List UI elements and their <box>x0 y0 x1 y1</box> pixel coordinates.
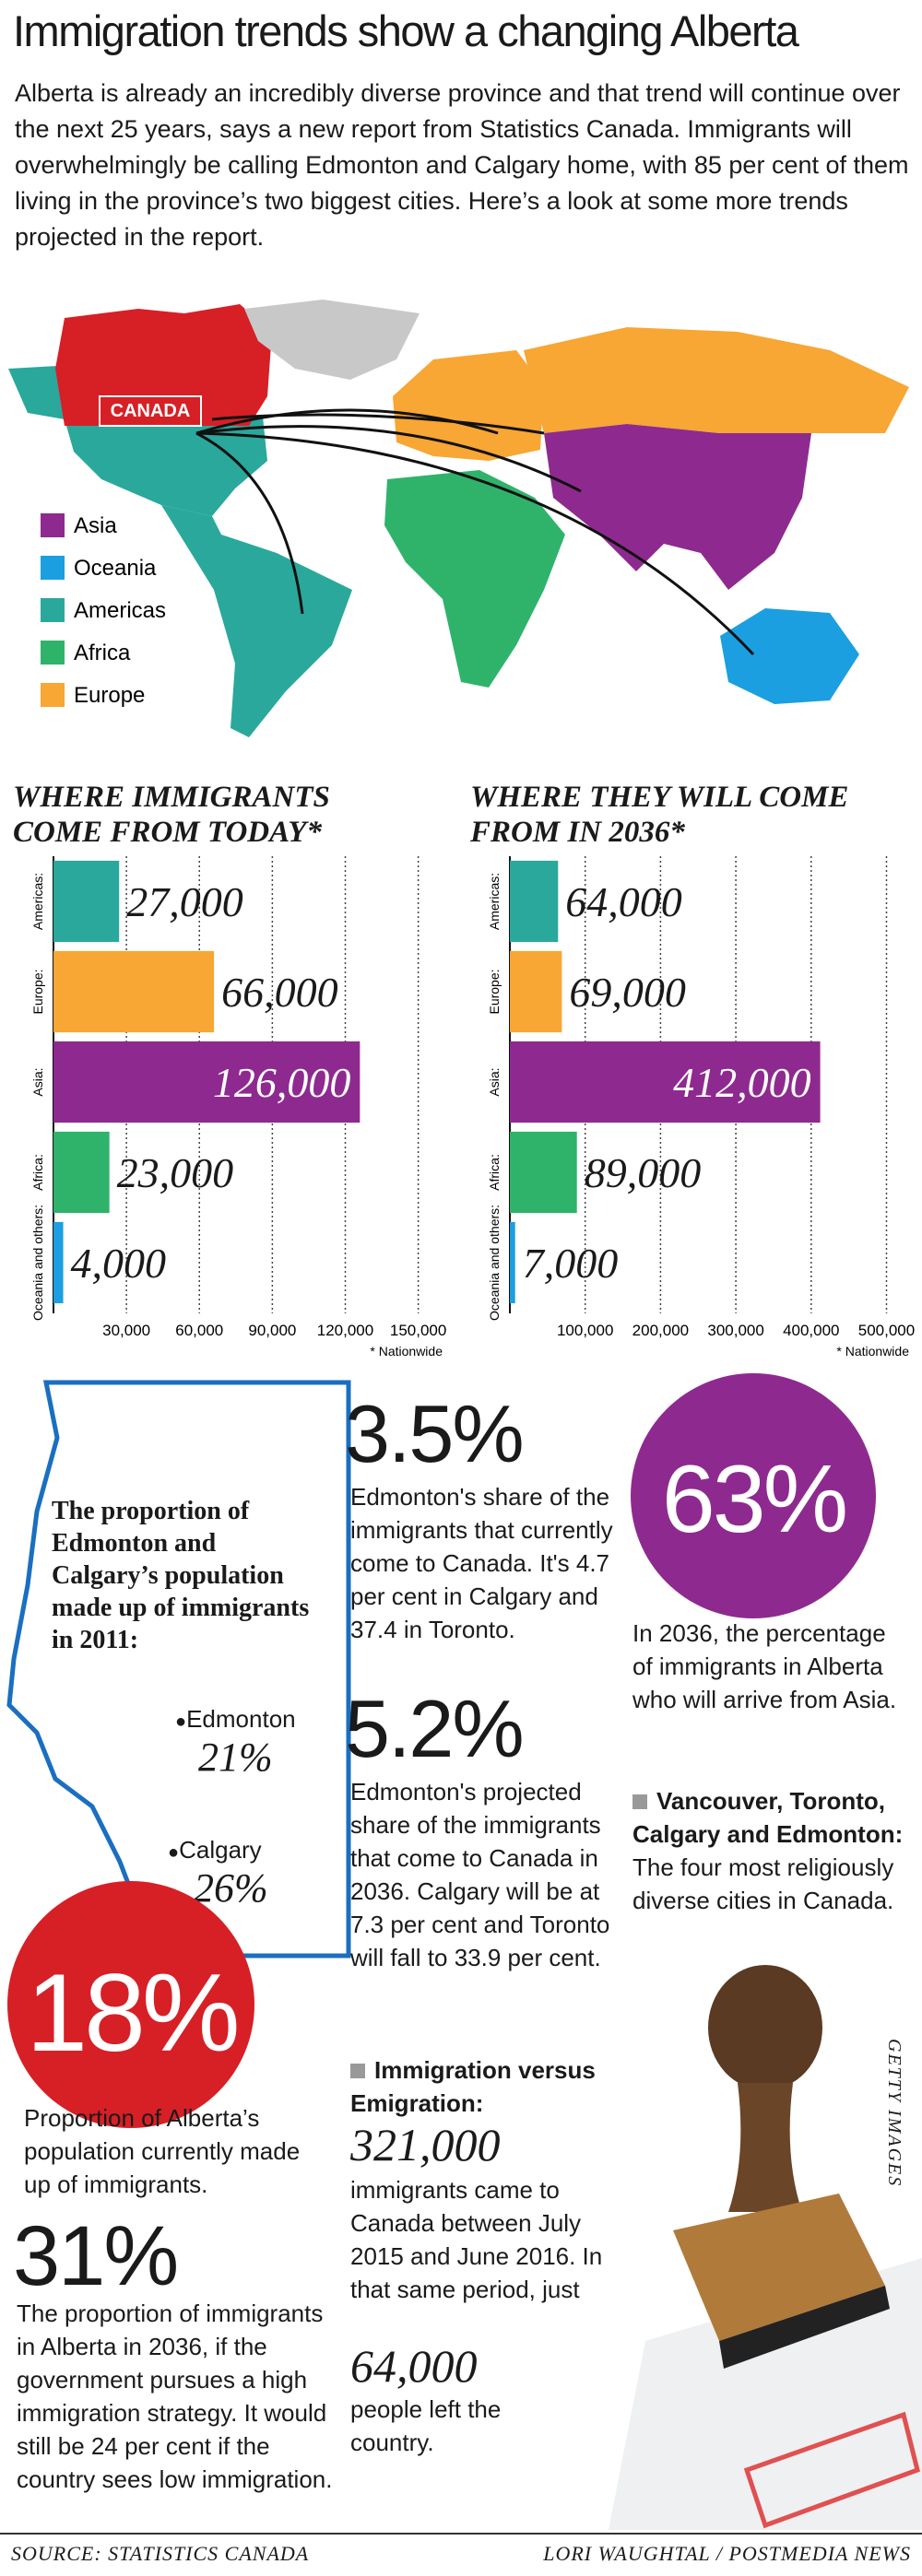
stat-text: In 2036, the percentage of immigrants in… <box>632 1619 897 1713</box>
legend-label: Americas <box>74 598 166 623</box>
bar <box>53 950 215 1033</box>
value-label: 412,000 <box>673 1059 811 1106</box>
legend-swatch <box>41 683 65 707</box>
bar <box>510 1221 515 1304</box>
footnote: * Nationwide <box>370 1344 443 1359</box>
stamp-photo <box>609 1965 922 2530</box>
value-label: 89,000 <box>585 1149 702 1196</box>
category-label: Asia: <box>487 1067 502 1096</box>
world-map: CANADA Asia Oceania Americas Africa Europe <box>8 300 909 737</box>
city-value: 21% <box>198 1735 273 1780</box>
chart-title: WHERE IMMIGRANTS COME FROM TODAY* <box>13 781 330 849</box>
stat-value: 18% <box>26 1951 240 2075</box>
stat-text: Edmonton's share of the immigrants that … <box>350 1483 613 1643</box>
source: SOURCE: STATISTICS CANADA <box>11 2542 310 2565</box>
x-tick-label: 100,000 <box>557 1322 613 1339</box>
stat-text: The proportion of immigrants in Alberta … <box>17 2300 333 2493</box>
legend-swatch <box>41 513 65 537</box>
category-label: Africa: <box>30 1154 45 1191</box>
city-label: Calgary <box>179 1836 262 1864</box>
stat-value: 321,000 <box>350 2119 501 2170</box>
city-label: Edmonton <box>186 1705 296 1733</box>
bar <box>53 1041 361 1123</box>
x-tick-label: 300,000 <box>707 1322 763 1339</box>
bar <box>53 860 120 943</box>
value-label: 23,000 <box>117 1149 234 1196</box>
footer-rule <box>0 2533 922 2535</box>
category-label: Africa: <box>487 1154 502 1191</box>
category-label: Europe: <box>487 969 502 1014</box>
fact-text: The four most religiously diverse cities… <box>632 1853 894 1914</box>
value-label: 64,000 <box>565 878 682 925</box>
x-tick-label: 120,000 <box>317 1322 373 1339</box>
legend-swatch <box>41 641 65 665</box>
fact: Vancouver, Toronto, Calgary and Edmonton… <box>632 1784 909 1917</box>
circle <box>631 1373 876 1618</box>
alberta-title: The proportion of Edmonton and Calgary’s… <box>52 1497 310 1654</box>
section-heading: Immigration versus Emigration: <box>350 2053 627 2120</box>
city-name: ●Edmonton <box>175 1705 296 1733</box>
x-tick-label: 30,000 <box>102 1322 150 1339</box>
heading-text: Immigration versus Emigration: <box>350 2056 596 2117</box>
stat-value: 63% <box>661 1446 848 1553</box>
stat-text: Edmonton's projected share of the immigr… <box>350 1778 610 1971</box>
footnote: * Nationwide <box>836 1344 909 1359</box>
x-tick-label: 90,000 <box>248 1322 296 1339</box>
city-value: 26% <box>194 1865 268 1911</box>
value-label: 126,000 <box>213 1059 351 1106</box>
chart-title: WHERE THEY WILL COME FROM IN 2036* <box>470 781 849 849</box>
x-tick-label: 500,000 <box>858 1322 915 1339</box>
category-label: Europe: <box>30 969 45 1014</box>
stat-value: 5.2% <box>345 1683 525 1774</box>
bar <box>510 860 559 943</box>
value-label: 69,000 <box>569 969 686 1016</box>
stat-value: 3.5% <box>345 1388 525 1479</box>
stat-value: 31% <box>13 2209 179 2303</box>
stat-value: 64,000 <box>350 2340 478 2392</box>
stat-text: immigrants came to Canada between July 2… <box>350 2176 603 2303</box>
byline: LORI WAUGHTAL / POSTMEDIA NEWS <box>543 2542 911 2565</box>
x-tick-label: 150,000 <box>390 1322 446 1339</box>
bar <box>510 1041 821 1123</box>
value-label: 66,000 <box>221 969 338 1016</box>
category-label: Oceania and others: <box>487 1205 502 1321</box>
value-label: 27,000 <box>126 878 243 925</box>
bar-charts: 30,000 60,000 90,000 120,000 150,000 * Nation… <box>30 856 915 1359</box>
intro: Alberta is already an incredibly diverse… <box>15 79 909 251</box>
circle <box>7 1881 254 2128</box>
category-label: Asia: <box>30 1067 45 1096</box>
value-label: 4,000 <box>71 1240 167 1287</box>
legend-label: Oceania <box>74 556 157 581</box>
legend-label: Asia <box>74 513 117 538</box>
x-tick-label: 60,000 <box>175 1322 223 1339</box>
category-label: Americas: <box>30 873 45 930</box>
stat-text: people left the country. <box>350 2395 502 2456</box>
legend-label: Africa <box>74 641 131 665</box>
fact-heading: Vancouver, Toronto, Calgary and Edmonton… <box>632 1787 904 1848</box>
stat-text: Proportion of Alberta’s population curre… <box>24 2104 301 2198</box>
category-label: Americas: <box>487 873 502 930</box>
bar <box>53 1131 110 1214</box>
value-label: 7,000 <box>523 1240 619 1287</box>
alberta-outline <box>6 1380 351 1958</box>
legend-swatch <box>41 598 65 622</box>
title: Immigration trends show a changing Alber… <box>13 6 799 55</box>
legend-label: Europe <box>74 683 145 708</box>
bar <box>53 1221 64 1304</box>
photo-credit: GETTY IMAGES <box>884 2039 904 2188</box>
bar <box>510 1131 577 1214</box>
x-tick-label: 400,000 <box>783 1322 839 1339</box>
x-tick-label: 200,000 <box>632 1322 689 1339</box>
bar <box>510 950 562 1033</box>
legend-swatch <box>41 556 65 580</box>
city-name: ●Calgary <box>168 1836 262 1864</box>
category-label: Oceania and others: <box>30 1205 45 1321</box>
map-label: CANADA <box>111 401 191 421</box>
